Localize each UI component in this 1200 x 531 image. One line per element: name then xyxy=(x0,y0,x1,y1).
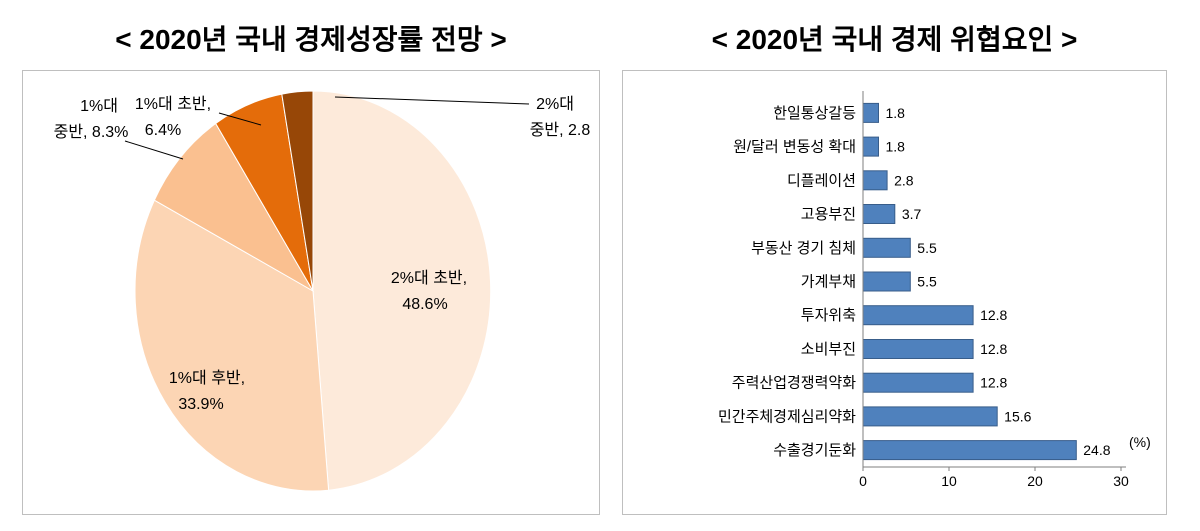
bar-category-label: 고용부진 xyxy=(801,206,856,223)
bar-3 xyxy=(862,204,896,224)
bar-6 xyxy=(862,305,974,326)
bar-8 xyxy=(862,372,974,393)
bar-2 xyxy=(862,170,888,191)
pie-slice-1 xyxy=(134,199,330,492)
pie-slice-label: 2%대 xyxy=(536,95,574,113)
bar-value-label: 15.6 xyxy=(1004,408,1031,424)
pie-slice-4 xyxy=(281,90,314,292)
pie-slice-label: 1%대 xyxy=(80,97,118,115)
pie-slice-label: 1%대 후반, xyxy=(169,369,245,387)
bar-category-label: 소비부진 xyxy=(801,341,856,358)
x-tick-label: 0 xyxy=(859,473,867,489)
bar-category-label: 주력산업경쟁력약화 xyxy=(732,375,856,392)
bar-value-label: 24.8 xyxy=(1083,442,1110,458)
bar-category-label: 한일통상갈등 xyxy=(773,105,856,122)
bar-value-label: 12.8 xyxy=(980,375,1007,391)
pie-leader-line-2 xyxy=(124,140,184,160)
bar-10 xyxy=(862,440,1077,461)
bar-category-label: 가계부채 xyxy=(801,274,856,291)
bar-category-label: 부동산 경기 침체 xyxy=(751,240,856,257)
bar-5 xyxy=(862,271,911,292)
pie-slice-label: 48.6% xyxy=(402,296,447,313)
bar-7 xyxy=(862,339,974,359)
pie-slice-label: 중반, 2.8 xyxy=(530,121,591,139)
pie-chart-title: < 2020년 국내 경제성장률 전망 > xyxy=(115,24,507,55)
bar-value-label: 2.8 xyxy=(894,172,914,188)
bar-value-label: 3.7 xyxy=(902,206,922,222)
bar-category-label: 디플레이션 xyxy=(787,172,856,189)
bar-0 xyxy=(862,102,879,123)
bar-chart-panel: 한일통상갈등 1.8 원/달러 변동성 확대 1.8 디플레이션 2.8 고용부진 3.7 부동… xyxy=(622,70,1167,515)
bar-value-label: 12.8 xyxy=(980,307,1007,323)
bar-category-label: 수출경기둔화 xyxy=(773,442,856,459)
x-tick-label: 10 xyxy=(941,473,957,489)
pie-slice-2 xyxy=(153,122,315,293)
bar-value-label: 1.8 xyxy=(885,139,905,155)
pie-slice-label: 1%대 초반, xyxy=(135,95,211,113)
x-tick-label: 20 xyxy=(1027,473,1043,489)
bar-category-label: 원/달러 변동성 확대 xyxy=(733,139,856,156)
pie-slice-0 xyxy=(312,90,492,491)
bar-value-label: 12.8 xyxy=(980,341,1007,357)
bar-9 xyxy=(862,406,998,427)
pie-slice-label: 중반, 8.3% xyxy=(54,123,129,141)
x-tick-label: 30 xyxy=(1113,473,1129,489)
pie-leader-line-3 xyxy=(218,112,262,126)
pie-slice-label: 33.9% xyxy=(178,396,223,413)
bar-category-label: 투자위축 xyxy=(801,307,856,324)
pie-slice-label: 6.4% xyxy=(145,122,181,139)
bar-1 xyxy=(862,136,879,157)
pie-chart: 2%대 초반, 48.6% 1%대 후반, 33.9% 1%대중반, 8.3% 1%대 초… xyxy=(54,90,591,492)
percent-unit-label: (%) xyxy=(1129,434,1151,450)
bar-category-label: 민간주체경제심리약화 xyxy=(718,408,856,425)
bar-chart-title: < 2020년 국내 경제 위협요인 > xyxy=(711,24,1078,55)
pie-leader-line-4 xyxy=(334,96,530,105)
bar-value-label: 5.5 xyxy=(917,240,937,256)
pie-slice-label: 2%대 초반, xyxy=(391,269,467,287)
bar-4 xyxy=(862,237,911,258)
bar-value-label: 5.5 xyxy=(917,274,937,290)
bar-value-label: 1.8 xyxy=(885,105,905,121)
bar-chart: 한일통상갈등 1.8 원/달러 변동성 확대 1.8 디플레이션 2.8 고용부진 3.7 부동… xyxy=(718,91,1151,489)
